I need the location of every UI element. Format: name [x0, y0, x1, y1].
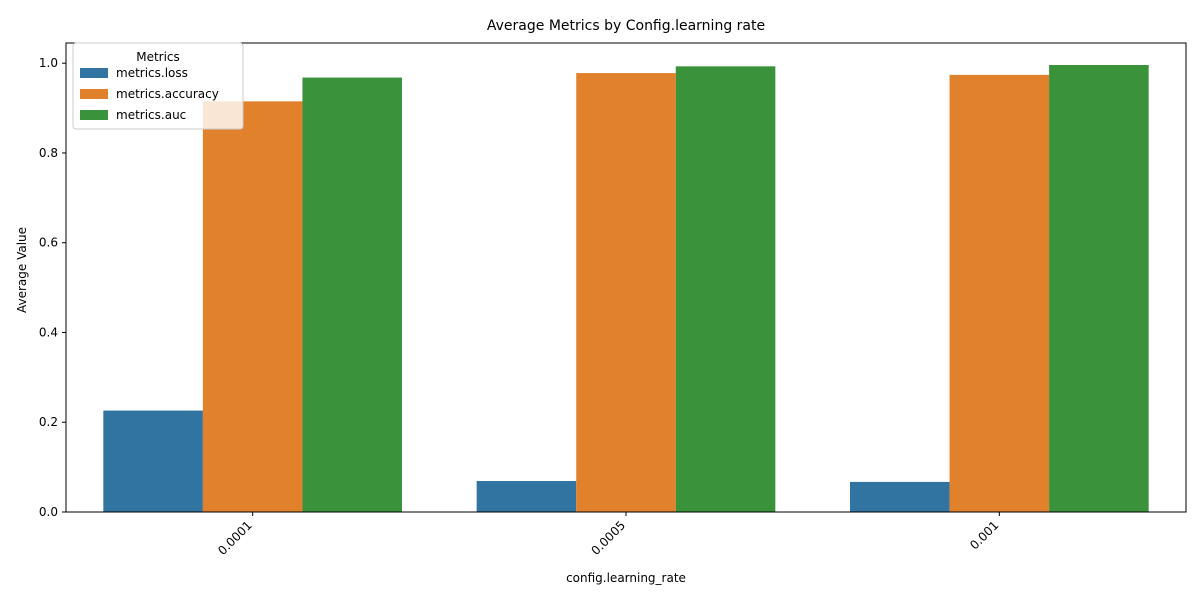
- legend-swatch-metrics-auc: [80, 110, 108, 120]
- legend: Metrics metrics.loss metrics.accuracy metr…: [72, 42, 244, 130]
- legend-label-metrics-accuracy: metrics.accuracy: [116, 87, 219, 101]
- bar-metrics-auc-0.0001: [302, 77, 402, 512]
- bar-metrics-accuracy-0.0005: [576, 73, 676, 512]
- legend-frame: [72, 42, 244, 130]
- plot-area: 0.0 0.2 0.4 0.6 0.8 1.0 0.0001 0.0005 0.001: [39, 42, 1187, 558]
- legend-label-metrics-auc: metrics.auc: [116, 108, 186, 122]
- x-tick-label: 0.0005: [589, 518, 629, 558]
- y-tick-label: 0.2: [39, 415, 58, 429]
- legend-swatch-metrics-accuracy: [80, 89, 108, 99]
- bar-metrics-auc-0.001: [1049, 64, 1149, 512]
- y-tick-label: 0.0: [39, 505, 58, 519]
- bar-metrics-loss-0.0005: [476, 481, 577, 512]
- legend-swatch-metrics-loss: [80, 68, 108, 78]
- x-tick-label: 0.0001: [215, 518, 255, 558]
- legend-label-metrics-loss: metrics.loss: [116, 66, 188, 80]
- bar-metrics-accuracy-0.0001: [202, 101, 303, 513]
- y-axis-label: Average Value: [15, 227, 29, 313]
- y-tick-label: 0.8: [39, 146, 58, 160]
- bar-metrics-accuracy-0.001: [949, 74, 1050, 512]
- x-tick-label: 0.001: [967, 518, 1001, 552]
- bar-metrics-auc-0.0005: [675, 66, 776, 512]
- bar-metrics-loss-0.001: [850, 481, 950, 512]
- legend-title: Metrics: [136, 50, 180, 64]
- bar-metrics-loss-0.0001: [103, 410, 203, 512]
- x-axis-label: config.learning_rate: [566, 571, 686, 585]
- chart-title: Average Metrics by Config.learning rate: [487, 18, 765, 34]
- y-tick-label: 0.4: [39, 325, 58, 339]
- y-tick-label: 1.0: [39, 56, 58, 70]
- y-tick-label: 0.6: [39, 236, 58, 250]
